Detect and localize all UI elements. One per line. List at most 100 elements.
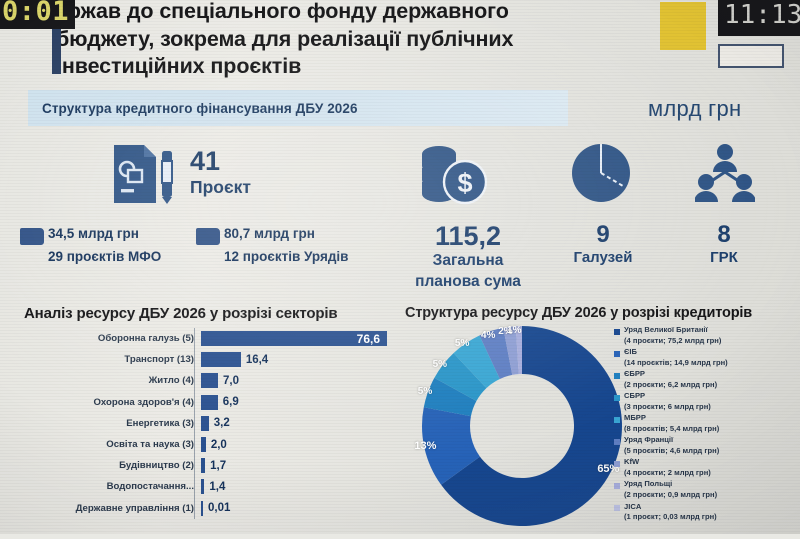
caption-line-2: бюджету, зокрема для реалізації публічни… bbox=[56, 26, 514, 51]
bar-value-label: 1,7 bbox=[210, 459, 227, 472]
donut-legend: Уряд Великої Британії (4 проєкти; 75,2 мл… bbox=[614, 325, 800, 524]
bar-track: 6,9 bbox=[201, 392, 398, 413]
bar-value-label: 7,0 bbox=[222, 374, 239, 387]
bar-category-label: Транспорт (13) bbox=[124, 354, 194, 366]
pie-chart-icon bbox=[570, 142, 632, 209]
kpi-sectors-label: Галузей bbox=[573, 249, 633, 267]
legend-sublabel: (8 проєктів; 5,4 млрд грн) bbox=[624, 424, 720, 434]
timer-badge: 0:01 bbox=[0, 0, 76, 29]
bar-fill bbox=[201, 352, 241, 368]
slide-title: Структура кредитного фінансування ДБУ 20… bbox=[42, 100, 358, 116]
legend-swatch-governments bbox=[196, 228, 220, 245]
kpi-sectors: 9 Галузей bbox=[548, 222, 658, 266]
donut-legend-item: Уряд Франції (5 проєктів; 4,6 млрд грн) bbox=[614, 435, 800, 457]
legend-label: ЄБРР (2 проєкти; 6,2 млрд грн) bbox=[624, 369, 718, 389]
caption-line-3: інвестиційних проєктів bbox=[56, 54, 302, 79]
donut-legend-item: JICA (1 проєкт; 0,03 млрд грн) bbox=[614, 502, 800, 524]
kpi-grk-value: 8 bbox=[717, 221, 731, 248]
bar-row: Водопостачання... 1,4 bbox=[18, 476, 398, 497]
legend-sublabel: (14 проєктів; 14,9 млрд грн) bbox=[624, 357, 728, 367]
bar-fill bbox=[201, 458, 206, 474]
kpi-governments: 80,7 млрд грн 12 проєктів Урядів bbox=[224, 226, 349, 264]
legend-label: JICA (1 проєкт; 0,03 млрд грн) bbox=[624, 501, 717, 522]
bar-value-label: 6,9 bbox=[222, 396, 239, 409]
legend-swatch bbox=[614, 328, 620, 335]
bar-row: Будівництво (2) 1,7 bbox=[18, 455, 398, 476]
bar-chart: Оборонна галузь (5) 76,6 Транспорт (13) 16,… bbox=[18, 328, 398, 519]
clock-underbox bbox=[718, 44, 784, 68]
kpi-projects-label: Проєкт bbox=[190, 177, 251, 197]
kpi-total-label-1: Загальна bbox=[432, 252, 504, 270]
bar-category-label: Водопостачання... bbox=[106, 481, 194, 493]
bar-row: Оборонна галузь (5) 76,6 bbox=[18, 328, 398, 349]
bar-fill bbox=[201, 500, 203, 516]
yellow-marker-block bbox=[660, 2, 706, 50]
donut-percent-label: 13% bbox=[414, 440, 437, 453]
donut-percent-label: 5% bbox=[417, 385, 433, 397]
donut-legend-item: KfW (4 проєкти; 2 млрд грн) bbox=[614, 457, 800, 479]
bar-track: 0,01 bbox=[201, 498, 398, 519]
bar-category-label: Житло (4) bbox=[148, 375, 194, 387]
legend-swatch bbox=[614, 438, 620, 445]
caption-stem bbox=[52, 22, 61, 74]
bar-row: Охорона здоров'я (4) 6,9 bbox=[18, 392, 398, 413]
legend-swatch bbox=[614, 416, 620, 423]
legend-swatch bbox=[614, 394, 620, 401]
kpi-mfo-amount: 34,5 млрд грн bbox=[48, 226, 139, 241]
legend-sublabel: (1 проєкт; 0,03 млрд грн) bbox=[624, 512, 717, 522]
legend-sublabel: (4 проєкти; 2 млрд грн) bbox=[624, 468, 711, 478]
legend-swatch bbox=[614, 460, 620, 467]
bar-track: 1,7 bbox=[201, 455, 398, 476]
unit-label: млрд грн bbox=[648, 96, 742, 121]
legend-swatch bbox=[614, 350, 620, 357]
legend-label: Уряд Великої Британії (4 проєкти; 75,2 мл… bbox=[624, 325, 722, 345]
kpi-projects-value: 41 bbox=[190, 146, 221, 176]
bar-value-label: 2,0 bbox=[210, 438, 227, 451]
bar-row: Державне управління (1) 0,01 bbox=[18, 498, 398, 519]
bar-category-label: Оборонна галузь (5) bbox=[97, 333, 194, 345]
legend-sublabel: (2 проєкти; 0,9 млрд грн) bbox=[624, 490, 718, 500]
bar-track: 76,6 bbox=[201, 328, 398, 349]
legend-swatch bbox=[614, 372, 620, 379]
legend-sublabel: (3 проєкти; 6 млрд грн) bbox=[624, 401, 711, 411]
donut-chart: 65% 13% 5% 5% 5% 4% 2% 1% bbox=[414, 322, 625, 534]
bar-fill bbox=[201, 415, 209, 431]
bar-value-label: 3,2 bbox=[213, 417, 230, 430]
slide-title-band: Структура кредитного фінансування ДБУ 20… bbox=[28, 90, 568, 126]
kpi-grk: 8 ГРК bbox=[672, 222, 776, 266]
donut-legend-item: ЄБРР (2 проєкти; 6,2 млрд грн) bbox=[614, 369, 800, 391]
bar-fill bbox=[201, 437, 206, 453]
caption-line-1: ержав до спеціального фонду державного bbox=[56, 0, 509, 23]
donut-legend-item: Уряд Польщі (2 проєкти; 0,9 млрд грн) bbox=[614, 479, 800, 501]
bar-value-label: 1,4 bbox=[209, 480, 226, 493]
donut-legend-item: СБРР (3 проєкти; 6 млрд грн) bbox=[614, 391, 800, 413]
legend-label: СБРР (3 проєкти; 6 млрд грн) bbox=[624, 391, 711, 411]
bar-category-label: Державне управління (1) bbox=[75, 502, 194, 514]
bar-value-label: 0,01 bbox=[208, 502, 231, 515]
kpi-projects: 41 Проєкт bbox=[190, 148, 251, 198]
bar-row: Транспорт (13) 16,4 bbox=[18, 349, 398, 370]
donut-percent-label: 4% bbox=[480, 329, 496, 341]
bar-category-label: Енергетика (3) bbox=[126, 417, 194, 429]
bar-track: 1,4 bbox=[201, 476, 398, 497]
bar-category-label: Будівництво (2) bbox=[119, 460, 194, 472]
kpi-total-value: 115,2 bbox=[434, 221, 502, 251]
bar-category-label: Освіта та наука (3) bbox=[106, 439, 194, 451]
bar-track: 2,0 bbox=[201, 434, 398, 455]
legend-sublabel: (2 проєкти; 6,2 млрд грн) bbox=[624, 379, 718, 389]
money-coins-icon: $ bbox=[415, 142, 488, 213]
bar-track: 7,0 bbox=[201, 370, 398, 391]
bar-fill bbox=[201, 394, 218, 410]
bar-value-label: 76,6 bbox=[356, 331, 380, 346]
donut-chart-title: Структура ресурсу ДБУ 2026 у розрізі кре… bbox=[405, 305, 753, 321]
clock-badge: 11:13 bbox=[718, 0, 800, 36]
document-pen-icon bbox=[110, 143, 176, 210]
legend-label: Уряд Польщі (2 проєкти; 0,9 млрд грн) bbox=[624, 479, 718, 500]
bar-chart-title: Аналіз ресурсу ДБУ 2026 у розрізі сектор… bbox=[24, 305, 338, 322]
donut-legend-item: МБРР (8 проєктів; 5,4 млрд грн) bbox=[614, 413, 800, 435]
legend-label: Уряд Франції (5 проєктів; 4,6 млрд грн) bbox=[624, 435, 720, 456]
kpi-sectors-value: 9 bbox=[596, 221, 610, 248]
kpi-governments-detail: 12 проєктів Урядів bbox=[224, 249, 349, 264]
bar-row: Енергетика (3) 3,2 bbox=[18, 413, 398, 434]
kpi-governments-amount: 80,7 млрд грн bbox=[224, 226, 315, 241]
